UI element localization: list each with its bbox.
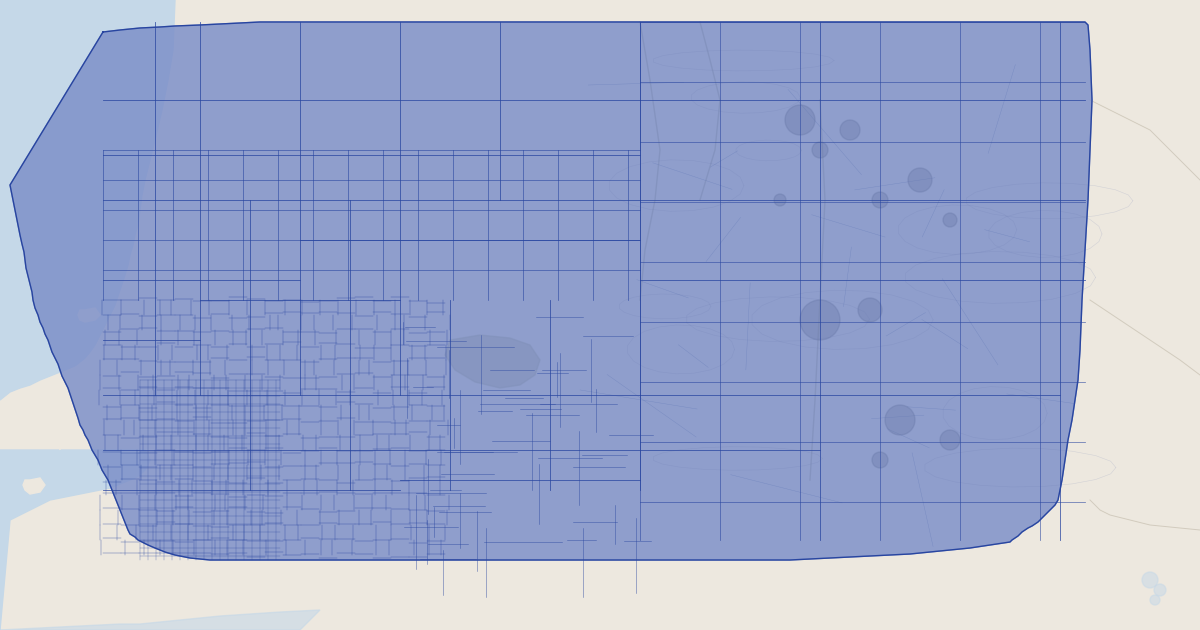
Circle shape xyxy=(800,300,840,340)
Polygon shape xyxy=(56,335,150,450)
Circle shape xyxy=(785,105,815,135)
Polygon shape xyxy=(0,450,150,630)
Circle shape xyxy=(943,213,958,227)
Polygon shape xyxy=(0,0,175,400)
Polygon shape xyxy=(43,418,65,434)
Polygon shape xyxy=(445,335,540,388)
Circle shape xyxy=(812,142,828,158)
Circle shape xyxy=(908,168,932,192)
Circle shape xyxy=(858,298,882,322)
Circle shape xyxy=(872,452,888,468)
Circle shape xyxy=(940,430,960,450)
Circle shape xyxy=(872,192,888,208)
Circle shape xyxy=(1154,584,1166,596)
Circle shape xyxy=(840,120,860,140)
Polygon shape xyxy=(10,22,1092,560)
Circle shape xyxy=(886,405,916,435)
Polygon shape xyxy=(0,610,320,630)
Polygon shape xyxy=(23,478,46,494)
Polygon shape xyxy=(78,308,100,322)
Circle shape xyxy=(774,194,786,206)
Circle shape xyxy=(1150,595,1160,605)
Circle shape xyxy=(1142,572,1158,588)
